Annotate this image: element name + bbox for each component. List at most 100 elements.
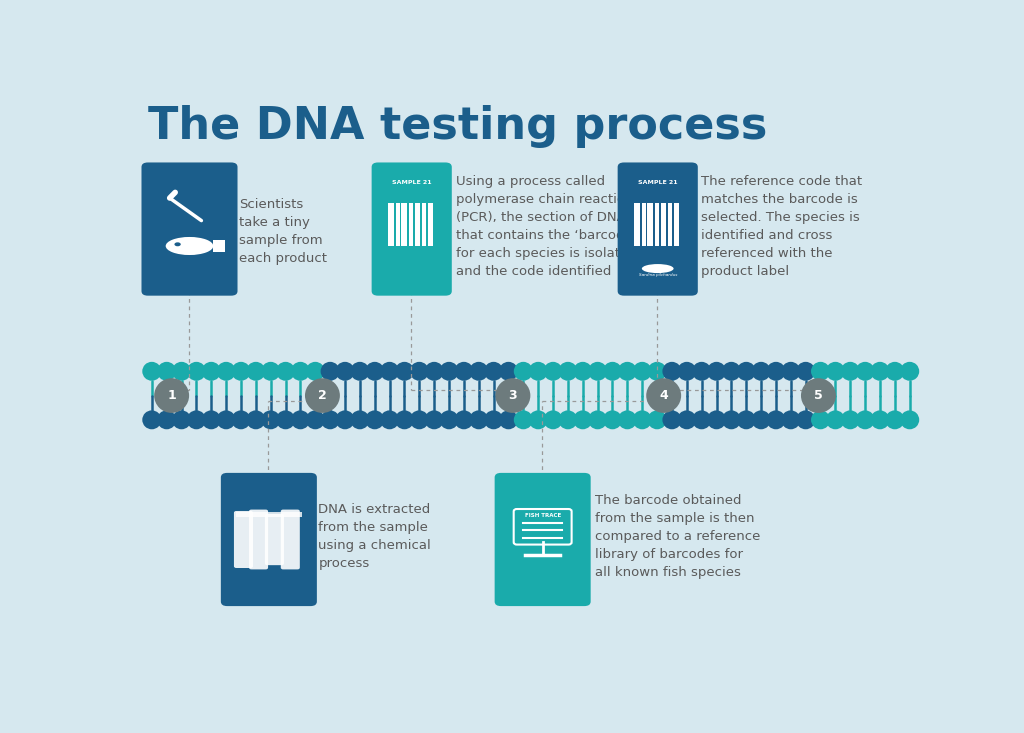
FancyBboxPatch shape [495, 473, 591, 606]
Ellipse shape [707, 362, 726, 380]
Ellipse shape [811, 362, 830, 380]
Ellipse shape [499, 362, 518, 380]
Ellipse shape [514, 362, 532, 380]
Ellipse shape [736, 362, 756, 380]
Ellipse shape [217, 362, 236, 380]
Ellipse shape [186, 362, 206, 380]
Text: SAMPLE 21: SAMPLE 21 [392, 180, 431, 185]
Ellipse shape [677, 410, 696, 430]
Text: SAMPLE 21: SAMPLE 21 [638, 180, 678, 185]
Ellipse shape [870, 410, 890, 430]
Ellipse shape [633, 362, 651, 380]
Ellipse shape [781, 362, 801, 380]
Ellipse shape [826, 410, 845, 430]
Ellipse shape [633, 410, 651, 430]
Ellipse shape [217, 410, 236, 430]
Text: The reference code that
matches the barcode is
selected. The species is
identifi: The reference code that matches the barc… [701, 174, 862, 278]
Ellipse shape [174, 243, 181, 246]
Ellipse shape [722, 410, 741, 430]
Ellipse shape [247, 362, 265, 380]
Ellipse shape [736, 410, 756, 430]
Ellipse shape [841, 362, 860, 380]
Bar [674, 203, 679, 246]
Ellipse shape [841, 410, 860, 430]
Ellipse shape [886, 410, 904, 430]
Text: 2: 2 [318, 389, 327, 402]
Ellipse shape [306, 362, 325, 380]
Ellipse shape [231, 362, 251, 380]
Ellipse shape [484, 362, 503, 380]
Ellipse shape [617, 362, 637, 380]
Ellipse shape [455, 410, 473, 430]
Ellipse shape [588, 362, 607, 380]
Ellipse shape [350, 362, 370, 380]
Text: Scientists
take a tiny
sample from
each product: Scientists take a tiny sample from each … [240, 199, 327, 265]
Ellipse shape [707, 410, 726, 430]
Ellipse shape [231, 410, 251, 430]
Ellipse shape [186, 410, 206, 430]
Ellipse shape [603, 362, 622, 380]
Ellipse shape [291, 362, 310, 380]
Text: The barcode obtained
from the sample is then
compared to a reference
library of : The barcode obtained from the sample is … [595, 494, 760, 579]
Ellipse shape [811, 410, 830, 430]
Ellipse shape [202, 362, 221, 380]
Ellipse shape [155, 378, 189, 413]
Ellipse shape [692, 410, 712, 430]
FancyBboxPatch shape [372, 163, 452, 295]
Ellipse shape [514, 410, 532, 430]
Ellipse shape [425, 362, 443, 380]
Ellipse shape [573, 410, 592, 430]
Ellipse shape [142, 362, 162, 380]
Ellipse shape [166, 237, 213, 255]
Ellipse shape [544, 410, 562, 430]
Ellipse shape [528, 362, 548, 380]
Ellipse shape [801, 378, 836, 413]
FancyBboxPatch shape [249, 509, 268, 570]
Ellipse shape [856, 410, 874, 430]
Ellipse shape [321, 410, 340, 430]
Ellipse shape [469, 410, 488, 430]
Ellipse shape [663, 410, 681, 430]
Ellipse shape [558, 362, 578, 380]
Ellipse shape [172, 410, 191, 430]
Ellipse shape [544, 362, 562, 380]
Ellipse shape [484, 410, 503, 430]
Ellipse shape [261, 410, 281, 430]
Ellipse shape [642, 264, 674, 273]
Bar [668, 203, 672, 246]
Bar [401, 203, 407, 246]
Ellipse shape [617, 410, 637, 430]
Ellipse shape [410, 362, 429, 380]
Ellipse shape [366, 410, 384, 430]
Bar [396, 203, 399, 246]
Ellipse shape [336, 410, 354, 430]
Ellipse shape [305, 378, 340, 413]
Ellipse shape [677, 362, 696, 380]
Ellipse shape [276, 362, 295, 380]
Ellipse shape [380, 410, 399, 430]
Bar [415, 203, 420, 246]
Ellipse shape [172, 362, 191, 380]
Bar [634, 203, 640, 246]
Ellipse shape [766, 362, 785, 380]
Ellipse shape [646, 378, 681, 413]
Ellipse shape [752, 362, 771, 380]
FancyBboxPatch shape [281, 509, 300, 570]
Ellipse shape [439, 410, 459, 430]
Ellipse shape [499, 410, 518, 430]
Ellipse shape [900, 362, 920, 380]
Text: Sardina pilchardus: Sardina pilchardus [639, 273, 677, 277]
Bar [647, 203, 653, 246]
Ellipse shape [439, 362, 459, 380]
Text: FISH TRACE: FISH TRACE [524, 512, 561, 517]
Ellipse shape [647, 362, 667, 380]
Ellipse shape [558, 410, 578, 430]
Ellipse shape [647, 410, 667, 430]
Ellipse shape [469, 362, 488, 380]
Ellipse shape [247, 410, 265, 430]
Ellipse shape [157, 410, 176, 430]
Ellipse shape [350, 410, 370, 430]
Ellipse shape [142, 410, 162, 430]
Text: Using a process called
polymerase chain reaction
(PCR), the section of DNA
that : Using a process called polymerase chain … [456, 174, 637, 278]
Ellipse shape [261, 362, 281, 380]
